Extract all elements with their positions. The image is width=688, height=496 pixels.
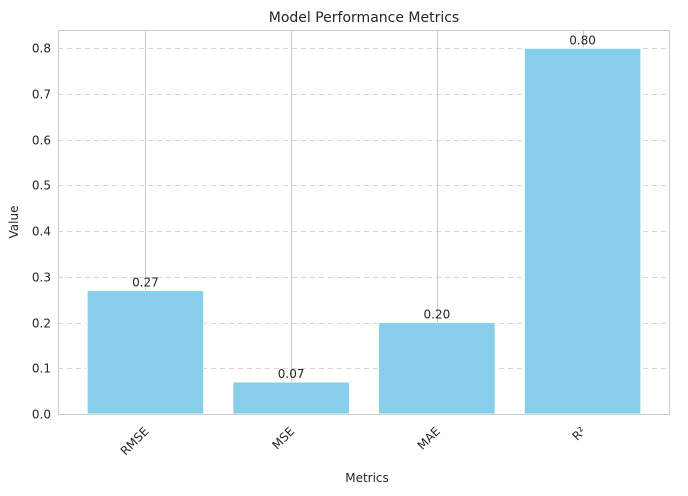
- y-tick-label: 0.4: [32, 225, 51, 239]
- x-tick-label: R²: [569, 424, 588, 443]
- bar-mae: [378, 322, 496, 415]
- x-tick-label: MSE: [269, 424, 297, 452]
- bar-value-label: 0.80: [569, 33, 596, 47]
- x-axis-label: Metrics: [345, 471, 389, 485]
- y-tick-label: 0.6: [32, 134, 51, 148]
- plot-frame: [58, 30, 670, 415]
- chart-title: Model Performance Metrics: [269, 10, 459, 26]
- y-tick-label: 0.2: [32, 317, 51, 331]
- y-axis-ticks: 0.0 0.1 0.2 0.3 0.4 0.5 0.6 0.7 0.8: [32, 42, 51, 422]
- y-tick-label: 0.5: [32, 179, 51, 193]
- bar-value-label: 0.20: [423, 308, 450, 322]
- bar-value-label: 0.07: [278, 367, 305, 381]
- bar-mse: [232, 381, 350, 415]
- x-tick-label: RMSE: [118, 424, 152, 458]
- y-tick-label: 0.8: [32, 42, 51, 56]
- x-axis-ticks: RMSE MSE MAE R²: [118, 424, 589, 458]
- y-tick-label: 0.7: [32, 88, 51, 102]
- data-labels: 0.27 0.07 0.20 0.80: [132, 33, 596, 381]
- y-tick-label: 0.3: [32, 271, 51, 285]
- x-tick-label: MAE: [415, 424, 443, 452]
- y-tick-label: 0.0: [32, 408, 51, 422]
- bar-rmse: [86, 290, 205, 415]
- bar-r: [523, 47, 642, 415]
- y-axis-label: Value: [7, 206, 21, 239]
- y-tick-label: 0.1: [32, 362, 51, 376]
- bar-value-label: 0.27: [132, 276, 159, 290]
